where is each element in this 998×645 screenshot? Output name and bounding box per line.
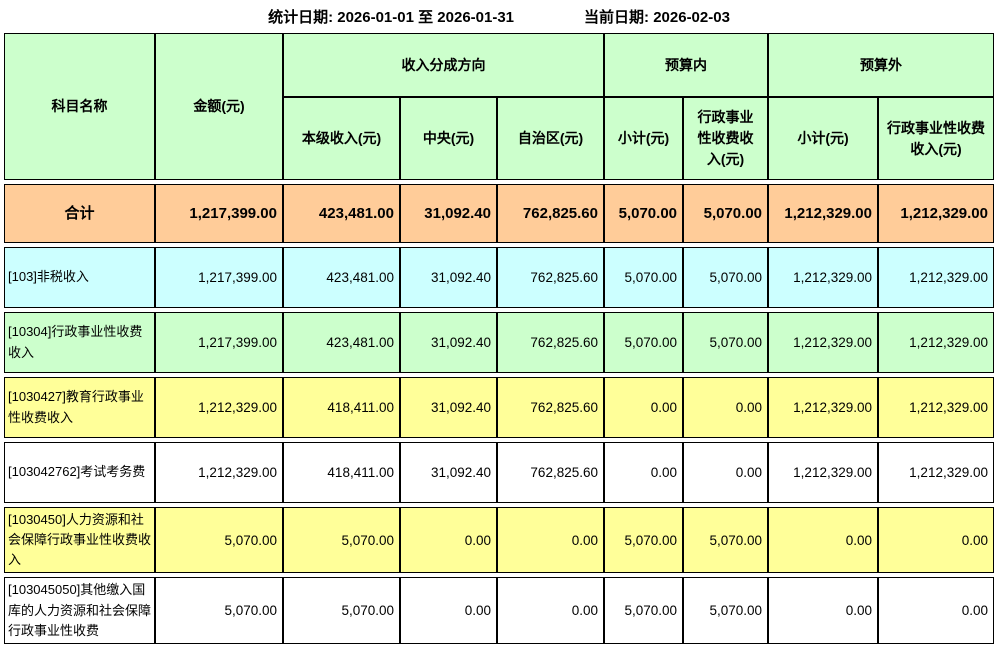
cell-region: 762,825.60 [497,184,604,243]
cell-in-subtotal: 5,070.00 [604,577,683,644]
cell-out-subtotal: 1,212,329.00 [768,184,878,243]
cell-out-admin-fee: 1,212,329.00 [878,442,994,503]
cell-in-subtotal: 0.00 [604,442,683,503]
row-gap [4,243,994,247]
row-gap [4,643,994,645]
col-group-in-budget: 预算内 [604,33,768,97]
cell-in-admin-fee: 5,070.00 [683,247,768,308]
table-row: [103]非税收入 1,217,399.00 423,481.00 31,092… [4,247,994,308]
cell-central: 31,092.40 [400,184,497,243]
col-header-region: 自治区(元) [497,97,604,180]
cell-subject: [103045050]其他缴入国库的人力资源和社会保障行政事业性收费 [4,577,155,644]
cell-region: 762,825.60 [497,247,604,308]
cell-in-admin-fee: 5,070.00 [683,577,768,644]
col-header-amount: 金额(元) [155,33,283,180]
table-row: [1030427]教育行政事业性收费收入 1,212,329.00 418,41… [4,377,994,438]
col-group-income-split: 收入分成方向 [283,33,604,97]
col-header-in-admin-fee: 行政事业性收费收入(元) [683,97,768,180]
cell-in-subtotal: 5,070.00 [604,312,683,373]
col-header-out-subtotal: 小计(元) [768,97,878,180]
cell-amount: 1,217,399.00 [155,247,283,308]
cell-out-subtotal: 0.00 [768,507,878,574]
table-row: [10304]行政事业性收费收入 1,217,399.00 423,481.00… [4,312,994,373]
col-header-in-subtotal: 小计(元) [604,97,683,180]
row-gap [4,438,994,442]
cell-central: 31,092.40 [400,442,497,503]
col-header-central: 中央(元) [400,97,497,180]
cell-in-subtotal: 0.00 [604,377,683,438]
cell-out-admin-fee: 1,212,329.00 [878,377,994,438]
total-row: 合计 1,217,399.00 423,481.00 31,092.40 762… [4,184,994,243]
cell-out-admin-fee: 0.00 [878,507,994,574]
col-header-out-admin-fee: 行政事业性收费收入(元) [878,97,994,180]
cell-central: 0.00 [400,577,497,644]
cell-out-subtotal: 1,212,329.00 [768,247,878,308]
cell-subject: [1030427]教育行政事业性收费收入 [4,377,155,438]
cell-central: 31,092.40 [400,377,497,438]
cell-central: 31,092.40 [400,247,497,308]
cell-out-subtotal: 1,212,329.00 [768,377,878,438]
col-header-subject: 科目名称 [4,33,155,180]
cell-subject: [10304]行政事业性收费收入 [4,312,155,373]
cell-in-admin-fee: 5,070.00 [683,312,768,373]
table-row: [1030450]人力资源和社会保障行政事业性收费收入 5,070.00 5,0… [4,507,994,574]
header-sub-row: 本级收入(元) 中央(元) 自治区(元) 小计(元) 行政事业性收费收入(元) … [4,97,994,180]
cell-amount: 1,212,329.00 [155,442,283,503]
cell-local-income: 423,481.00 [283,184,400,243]
cell-subject: 合计 [4,184,155,243]
row-gap [4,308,994,312]
row-gap [4,180,994,184]
cell-local-income: 5,070.00 [283,577,400,644]
table-row: [103045050]其他缴入国库的人力资源和社会保障行政事业性收费 5,070… [4,577,994,644]
cell-out-admin-fee: 0.00 [878,577,994,644]
cell-central: 31,092.40 [400,312,497,373]
stat-date-label: 统计日期: 2026-01-01 至 2026-01-31 [268,9,515,26]
cell-local-income: 423,481.00 [283,312,400,373]
cell-local-income: 423,481.00 [283,247,400,308]
cell-out-subtotal: 1,212,329.00 [768,442,878,503]
cell-out-admin-fee: 1,212,329.00 [878,247,994,308]
cell-amount: 1,212,329.00 [155,377,283,438]
cell-region: 762,825.60 [497,377,604,438]
col-group-out-budget: 预算外 [768,33,994,97]
cell-in-admin-fee: 0.00 [683,442,768,503]
cell-local-income: 418,411.00 [283,377,400,438]
cell-subject: [103042762]考试考务费 [4,442,155,503]
table-row: [103042762]考试考务费 1,212,329.00 418,411.00… [4,442,994,503]
cell-region: 762,825.60 [497,442,604,503]
cell-out-admin-fee: 1,212,329.00 [878,312,994,373]
current-date-label: 当前日期: 2026-02-03 [584,9,730,26]
cell-subject: [103]非税收入 [4,247,155,308]
cell-out-subtotal: 0.00 [768,577,878,644]
revenue-table: 科目名称 金额(元) 收入分成方向 预算内 预算外 本级收入(元) 中央(元) … [4,33,994,645]
header-group-row: 科目名称 金额(元) 收入分成方向 预算内 预算外 [4,33,994,180]
cell-region: 0.00 [497,507,604,574]
cell-region: 762,825.60 [497,312,604,373]
cell-out-admin-fee: 1,212,329.00 [878,184,994,243]
cell-out-subtotal: 1,212,329.00 [768,312,878,373]
cell-region: 0.00 [497,577,604,644]
row-gap [4,573,994,578]
cell-amount: 1,217,399.00 [155,312,283,373]
cell-in-subtotal: 5,070.00 [604,507,683,574]
cell-subject: [1030450]人力资源和社会保障行政事业性收费收入 [4,507,155,574]
col-header-local-income: 本级收入(元) [283,97,400,180]
cell-in-subtotal: 5,070.00 [604,247,683,308]
cell-local-income: 5,070.00 [283,507,400,574]
row-gap [4,503,994,507]
cell-in-admin-fee: 5,070.00 [683,507,768,574]
cell-amount: 5,070.00 [155,507,283,574]
row-gap [4,373,994,377]
cell-local-income: 418,411.00 [283,442,400,503]
cell-amount: 5,070.00 [155,577,283,644]
cell-in-subtotal: 5,070.00 [604,184,683,243]
cell-in-admin-fee: 0.00 [683,377,768,438]
cell-central: 0.00 [400,507,497,574]
cell-amount: 1,217,399.00 [155,184,283,243]
cell-in-admin-fee: 5,070.00 [683,184,768,243]
report-titlebar: 统计日期: 2026-01-01 至 2026-01-31 当前日期: 2026… [0,0,998,33]
